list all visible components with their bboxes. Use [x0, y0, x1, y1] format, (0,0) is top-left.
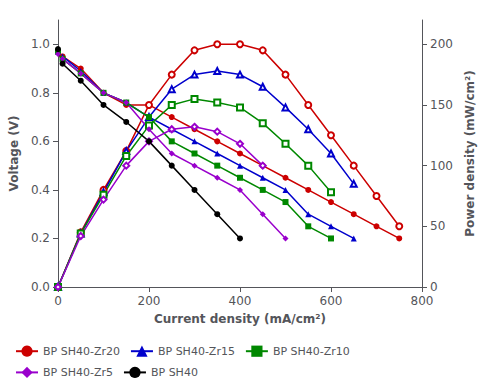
svg-text:600: 600	[320, 294, 343, 308]
svg-text:0: 0	[430, 280, 438, 294]
svg-text:BP SH40: BP SH40	[151, 366, 198, 379]
svg-text:0: 0	[54, 294, 62, 308]
svg-text:0.6: 0.6	[31, 134, 50, 148]
svg-text:200: 200	[430, 37, 453, 51]
svg-text:400: 400	[229, 294, 252, 308]
svg-text:0.0: 0.0	[31, 280, 50, 294]
svg-text:1.0: 1.0	[31, 37, 50, 51]
svg-text:BP SH40-Zr10: BP SH40-Zr10	[273, 345, 350, 358]
svg-text:150: 150	[430, 98, 453, 112]
svg-text:BP SH40-Zr15: BP SH40-Zr15	[158, 345, 235, 358]
svg-text:0.2: 0.2	[31, 231, 50, 245]
svg-text:Current density (mA/cm²): Current density (mA/cm²)	[154, 312, 326, 326]
svg-text:0.8: 0.8	[31, 86, 50, 100]
svg-text:BP SH40-Zr5: BP SH40-Zr5	[43, 366, 113, 379]
svg-text:800: 800	[411, 294, 434, 308]
svg-text:Power density (mW/cm²): Power density (mW/cm²)	[463, 70, 477, 237]
svg-text:50: 50	[430, 219, 445, 233]
svg-text:100: 100	[430, 159, 453, 173]
svg-text:0.4: 0.4	[31, 183, 50, 197]
svg-text:BP SH40-Zr20: BP SH40-Zr20	[43, 345, 120, 358]
svg-text:200: 200	[138, 294, 161, 308]
svg-text:Voltage (V): Voltage (V)	[7, 116, 21, 192]
